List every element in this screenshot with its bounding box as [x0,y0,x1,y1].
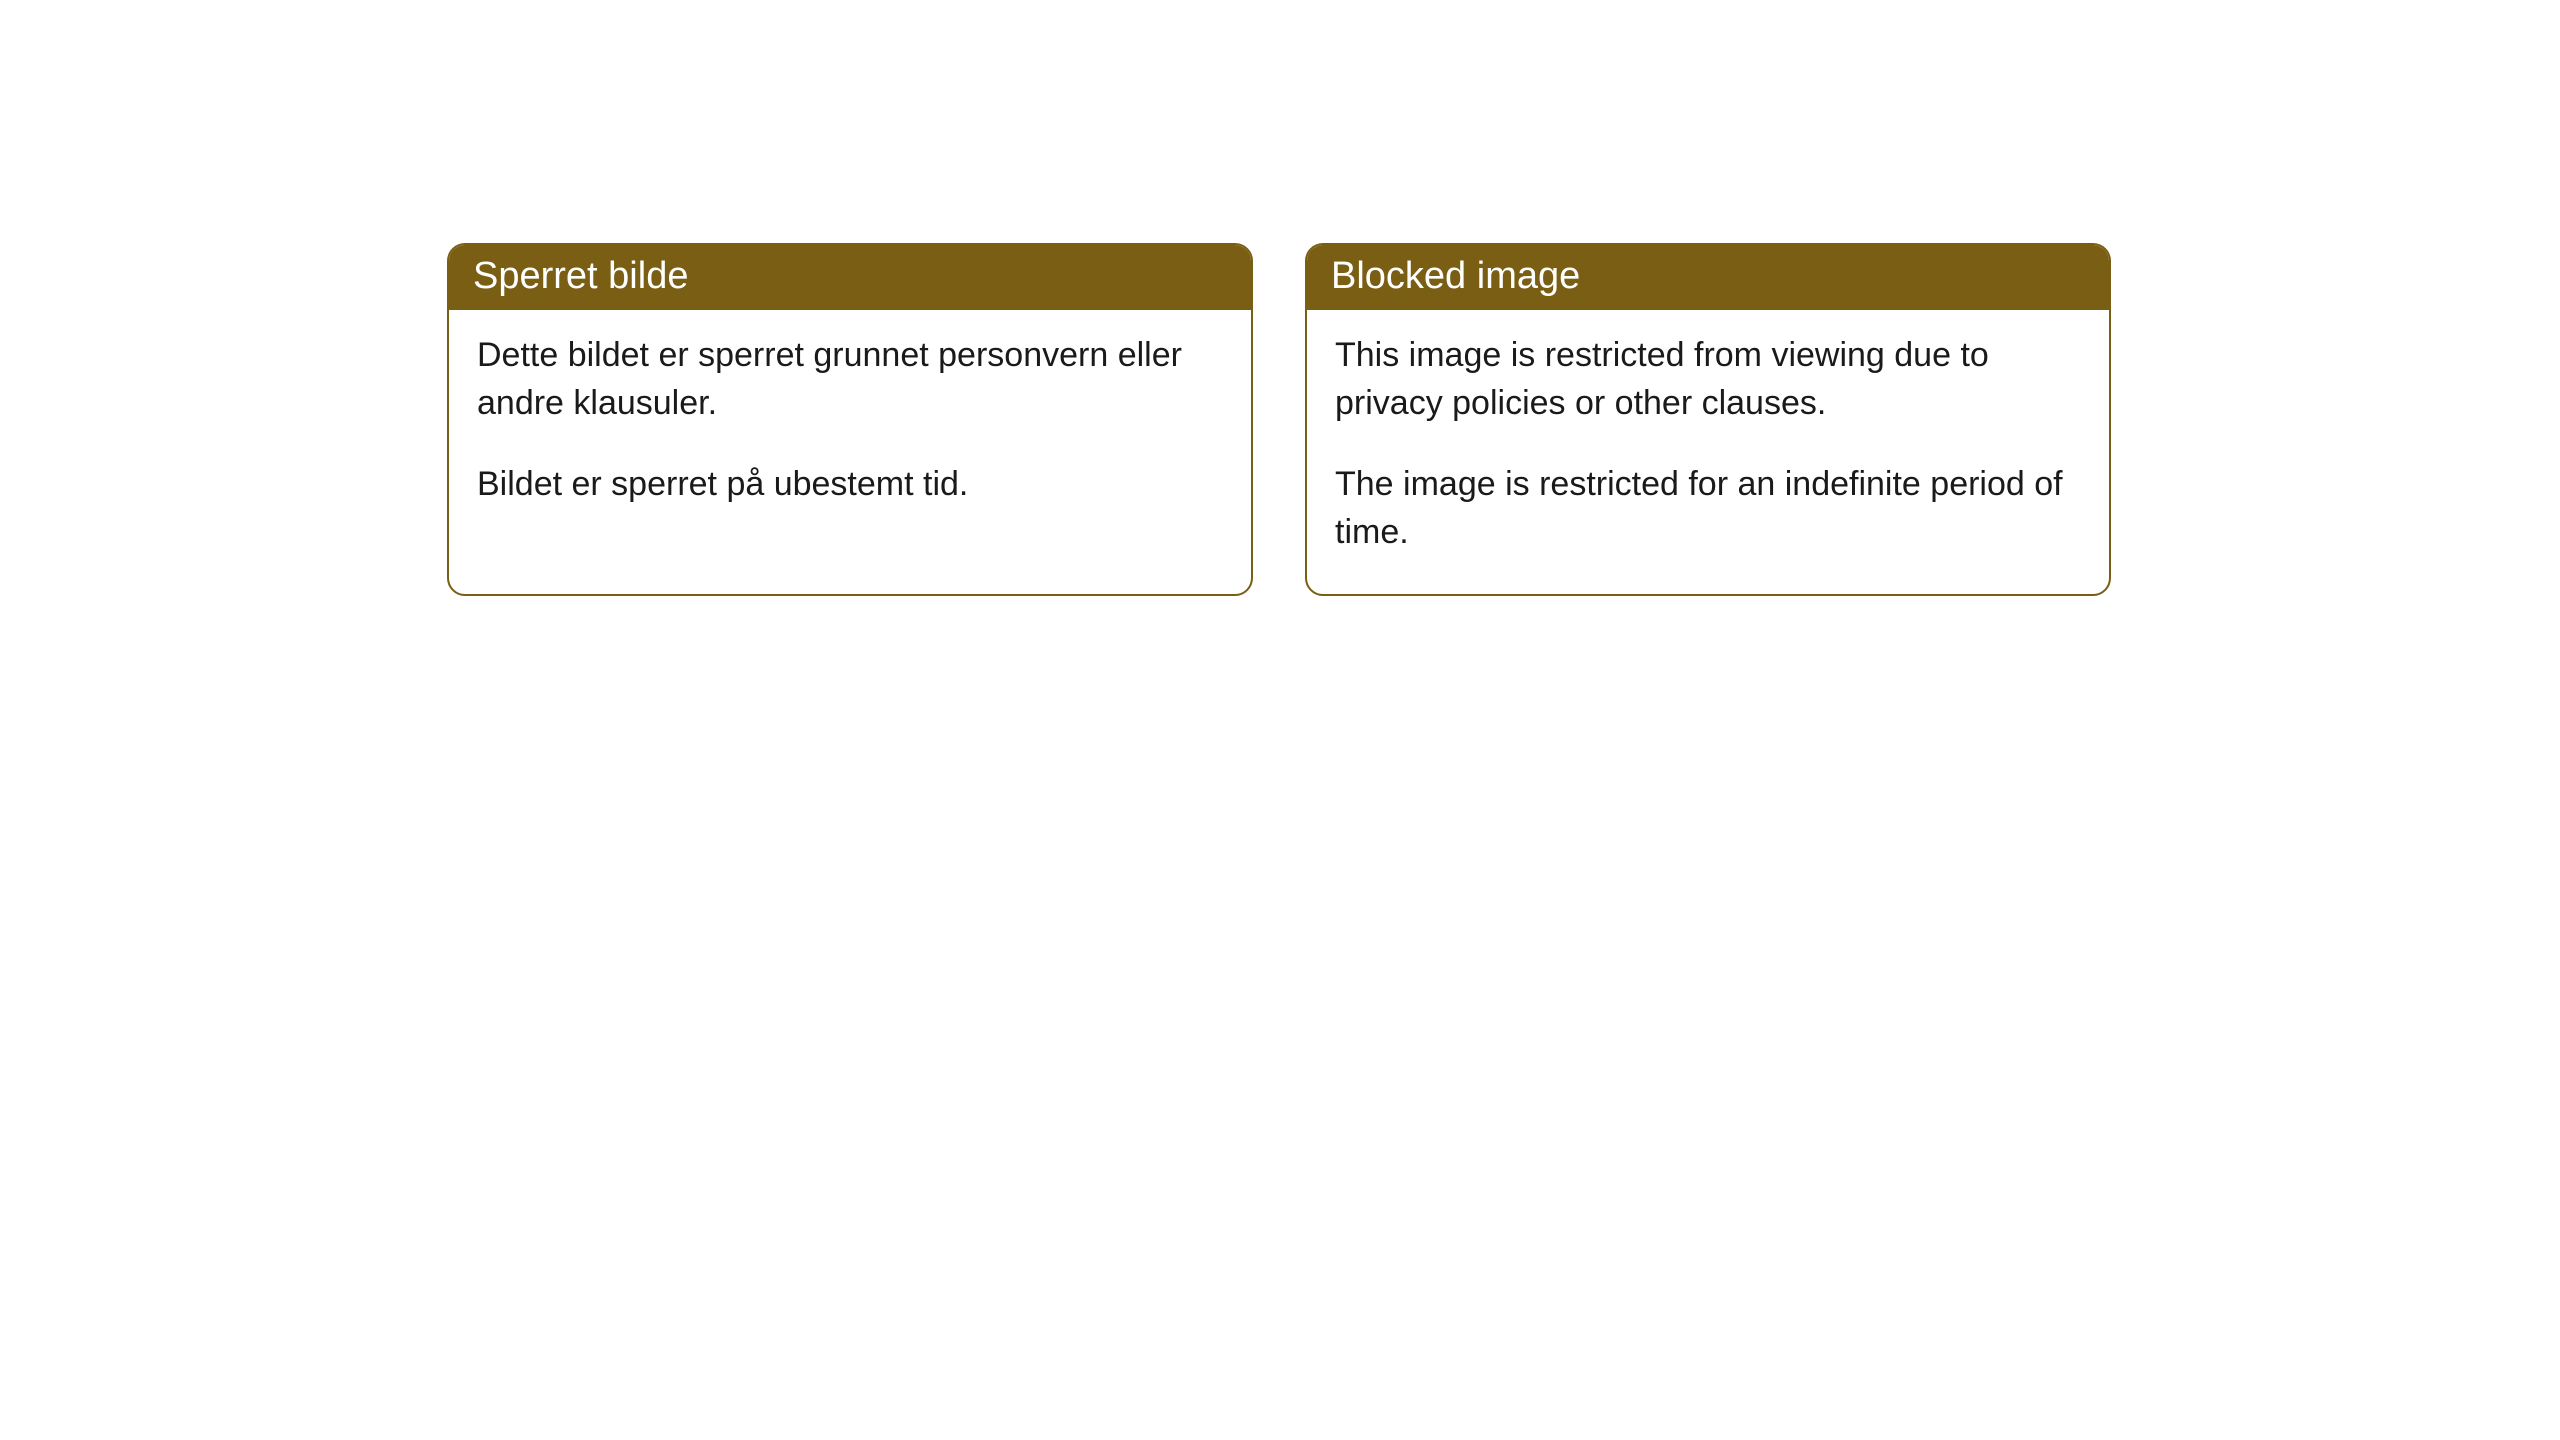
notice-container: Sperret bilde Dette bildet er sperret gr… [0,0,2560,596]
notice-paragraph: Bildet er sperret på ubestemt tid. [477,461,1223,509]
notice-header: Sperret bilde [449,245,1251,310]
notice-card-norwegian: Sperret bilde Dette bildet er sperret gr… [447,243,1253,596]
notice-paragraph: Dette bildet er sperret grunnet personve… [477,332,1223,427]
notice-paragraph: The image is restricted for an indefinit… [1335,461,2081,556]
notice-paragraph: This image is restricted from viewing du… [1335,332,2081,427]
notice-title: Blocked image [1331,255,1580,297]
notice-title: Sperret bilde [473,255,688,297]
notice-header: Blocked image [1307,245,2109,310]
notice-body: Dette bildet er sperret grunnet personve… [449,310,1251,547]
notice-card-english: Blocked image This image is restricted f… [1305,243,2111,596]
notice-body: This image is restricted from viewing du… [1307,310,2109,594]
